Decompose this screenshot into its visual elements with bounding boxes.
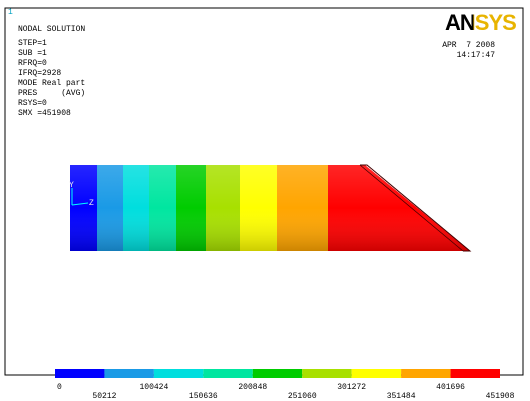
plot-title: NODAL SOLUTION (18, 25, 85, 34)
legend: 0 50212 100424 150636 200848 251060 301272 3514… (55, 369, 515, 401)
legend-label: 351484 (387, 392, 416, 401)
legend-swatch (252, 369, 303, 378)
legend-label: 251060 (288, 392, 317, 401)
status-line: MODE Real part (18, 79, 85, 88)
legend-swatch (351, 369, 402, 378)
legend-label: 451908 (486, 392, 515, 401)
window-number: 1 (8, 8, 13, 17)
status-line: STEP=1 (18, 39, 47, 48)
logo: ANSYS (445, 10, 516, 35)
time: 14:17:47 (457, 51, 496, 60)
model-shade (70, 165, 470, 251)
legend-label: 200848 (238, 383, 267, 392)
legend-swatch (302, 369, 352, 378)
legend-label: 50212 (92, 392, 116, 401)
legend-swatch (203, 369, 253, 378)
legend-swatch (104, 369, 154, 378)
triad-label: Z (89, 199, 94, 208)
legend-label: 301272 (337, 383, 366, 392)
legend-label: 0 (57, 383, 62, 392)
status-line: SMX =451908 (18, 109, 71, 118)
model-edge (360, 164, 472, 252)
status-line: SUB =1 (18, 49, 47, 58)
triad-label: Y (69, 181, 74, 190)
legend-swatch (153, 369, 204, 378)
status-line: PRES (AVG) (18, 89, 85, 98)
date: APR 7 2008 (442, 41, 495, 50)
legend-swatch (55, 369, 105, 378)
triad-axis (71, 202, 89, 206)
legend-swatch (450, 369, 500, 378)
status-line: RSYS=0 (18, 99, 47, 108)
legend-label: 401696 (436, 383, 465, 392)
model-edge (359, 164, 464, 252)
model: YZ (69, 164, 472, 252)
status-line: RFRQ=0 (18, 59, 47, 68)
legend-label: 100424 (139, 383, 168, 392)
status-line: IFRQ=2928 (18, 69, 61, 78)
legend-swatch (401, 369, 451, 378)
legend-label: 150636 (189, 392, 218, 401)
